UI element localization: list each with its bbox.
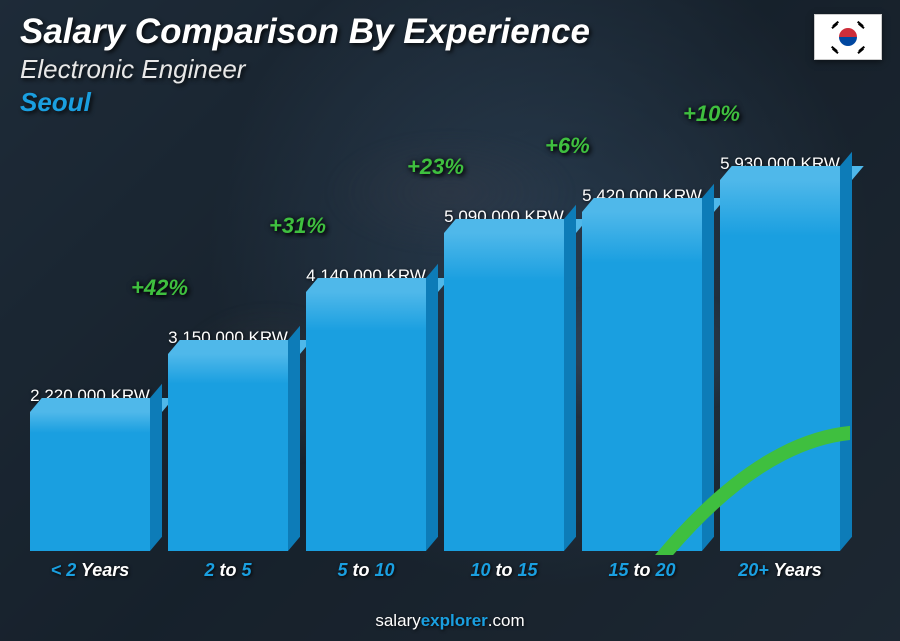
- country-flag-icon: [814, 14, 882, 60]
- x-labels-container: < 2 Years 2 to 5 5 to 10 10 to 15 15 to 20 20…: [20, 560, 850, 581]
- growth-pct-label: +23%: [407, 154, 464, 180]
- x-axis-label: 5 to 10: [306, 560, 426, 581]
- bar: [30, 412, 150, 551]
- bar-column: 2,220,000 KRW: [30, 386, 150, 551]
- bar: [720, 180, 840, 551]
- x-axis-label: 15 to 20: [582, 560, 702, 581]
- bar: [582, 212, 702, 551]
- page-subtitle: Electronic Engineer: [20, 54, 880, 85]
- x-axis-label: < 2 Years: [30, 560, 150, 581]
- bar-column: 5,420,000 KRW: [582, 186, 702, 551]
- bar-column: 4,140,000 KRW: [306, 266, 426, 551]
- growth-pct-label: +31%: [269, 213, 326, 239]
- x-axis-label: 2 to 5: [168, 560, 288, 581]
- attribution-prefix: salary: [375, 611, 420, 630]
- x-axis-label: 20+ Years: [720, 560, 840, 581]
- chart-area: 2,220,000 KRW3,150,000 KRW4,140,000 KRW5…: [20, 140, 850, 581]
- growth-pct-label: +10%: [683, 101, 740, 127]
- bar-column: 5,090,000 KRW: [444, 207, 564, 551]
- page-title: Salary Comparison By Experience: [20, 12, 880, 52]
- x-axis-label: 10 to 15: [444, 560, 564, 581]
- attribution-suffix: .com: [488, 611, 525, 630]
- page-location: Seoul: [20, 87, 880, 118]
- attribution: salaryexplorer.com: [0, 611, 900, 631]
- growth-pct-label: +6%: [545, 133, 590, 159]
- bar: [444, 233, 564, 551]
- bar-column: 3,150,000 KRW: [168, 328, 288, 551]
- attribution-accent: explorer: [421, 611, 488, 630]
- bars-container: 2,220,000 KRW3,150,000 KRW4,140,000 KRW5…: [20, 140, 850, 551]
- bar: [168, 354, 288, 551]
- bar: [306, 292, 426, 551]
- bar-column: 5,930,000 KRW: [720, 154, 840, 551]
- growth-pct-label: +42%: [131, 275, 188, 301]
- header: Salary Comparison By Experience Electron…: [20, 12, 880, 118]
